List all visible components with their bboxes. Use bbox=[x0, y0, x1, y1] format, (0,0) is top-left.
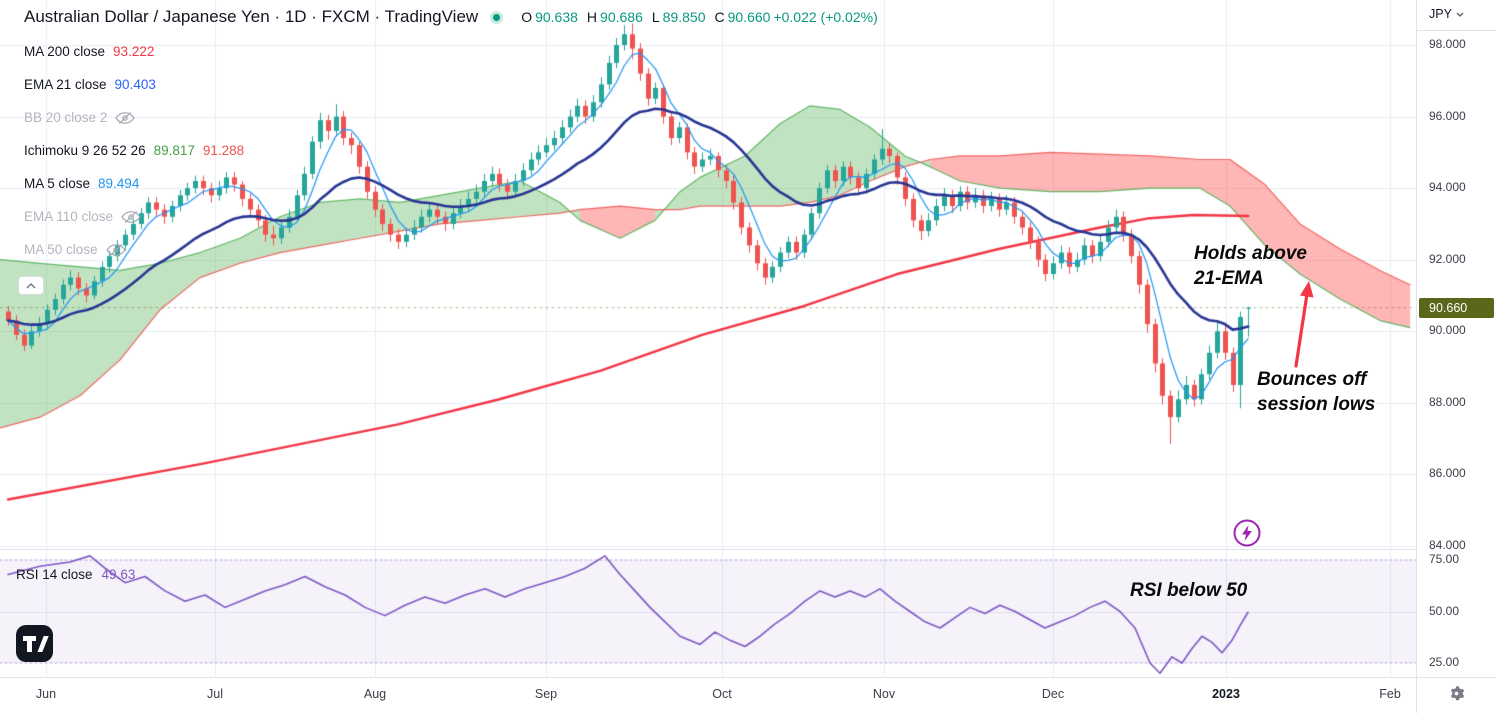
ohlc-change: +0.022 (+0.02%) bbox=[773, 9, 878, 25]
indicator-value: 93.222 bbox=[113, 44, 155, 59]
ohlc-open-label: O bbox=[521, 9, 533, 25]
time-axis-label-2023: 2023 bbox=[1212, 687, 1240, 701]
price-chart-canvas[interactable] bbox=[0, 0, 1416, 549]
time-axis-label-jul: Jul bbox=[207, 687, 223, 701]
legend-collapse-button[interactable] bbox=[18, 276, 44, 295]
indicator-row-ema-21[interactable]: EMA 21 close 90.403 bbox=[24, 68, 878, 101]
symbol-title[interactable]: Australian Dollar / Japanese Yen · 1D · … bbox=[24, 7, 479, 26]
time-axis-label-aug: Aug bbox=[363, 687, 387, 701]
indicator-row-ma-5[interactable]: MA 5 close 89.494 bbox=[24, 167, 878, 200]
price-tick-label: 88.000 bbox=[1429, 394, 1466, 409]
ohlc-low-label: L bbox=[651, 9, 660, 25]
indicator-label: BB 20 close 2 bbox=[24, 110, 108, 125]
rsi-chart-canvas[interactable] bbox=[0, 549, 1416, 677]
rsi-legend-value: 49.63 bbox=[101, 567, 136, 582]
chevron-up-icon bbox=[26, 282, 36, 289]
ohlc-high-label: H bbox=[586, 9, 598, 25]
indicator-legend-rows: MA 200 close 93.222 EMA 21 close 90.403 BB 2… bbox=[24, 35, 878, 266]
indicator-row-ma-50[interactable]: MA 50 close bbox=[24, 233, 878, 266]
indicator-value: 91.288 bbox=[202, 143, 245, 158]
price-tick-label: 98.000 bbox=[1429, 37, 1466, 51]
indicator-value: 90.403 bbox=[114, 77, 156, 92]
lightning-icon[interactable] bbox=[1232, 518, 1262, 548]
rsi-legend[interactable]: RSI 14 close 49.63 bbox=[16, 567, 135, 582]
price-axis[interactable]: JPY 90.660 98.000 96.000 94.000 92.000 90.00… bbox=[1417, 0, 1496, 677]
tradingview-logo[interactable] bbox=[16, 625, 53, 662]
price-tick-label: 84.000 bbox=[1429, 537, 1466, 552]
ohlc-readout: O 90.638 H 90.686 L 89.850 C 90.660 +0.022 (… bbox=[515, 9, 878, 25]
time-axis-label-nov: Nov bbox=[872, 687, 896, 701]
time-axis-label-sep: Sep bbox=[534, 687, 558, 701]
price-tick-label: 86.000 bbox=[1429, 466, 1466, 481]
pane-separator[interactable] bbox=[0, 549, 1496, 550]
indicator-label: MA 50 close bbox=[24, 242, 98, 257]
time-axis-label-dec: Dec bbox=[1041, 687, 1065, 701]
annotation-bounces-off-lows[interactable]: Bounces off session lows bbox=[1257, 369, 1376, 415]
annotation-holds-above-21ema[interactable]: Holds above 21-EMA bbox=[1194, 243, 1307, 289]
rsi-tick-label: 75.00 bbox=[1429, 552, 1460, 566]
market-status-dot bbox=[490, 10, 504, 24]
ohlc-low-value: 89.850 bbox=[662, 9, 706, 25]
eye-off-icon[interactable] bbox=[105, 243, 126, 257]
red-up-arrow-drawing[interactable] bbox=[1288, 278, 1328, 373]
price-tick-label: 96.000 bbox=[1429, 108, 1466, 123]
indicator-label: EMA 110 close bbox=[24, 209, 114, 224]
ohlc-open-value: 90.638 bbox=[535, 9, 578, 25]
time-axis-label-jun: Jun bbox=[35, 687, 57, 701]
ohlc-close-value: 90.660 bbox=[727, 9, 771, 25]
ohlc-close-label: C bbox=[714, 9, 725, 25]
indicator-value: 89.494 bbox=[98, 176, 140, 191]
indicator-label: Ichimoku 9 26 52 26 bbox=[24, 143, 146, 158]
price-tick-label: 94.000 bbox=[1429, 180, 1466, 195]
price-tick-label: 90.000 bbox=[1429, 323, 1466, 338]
last-price-label: 90.660 bbox=[1419, 297, 1494, 318]
chevron-down-icon bbox=[1456, 12, 1464, 17]
time-axis-label-feb: Feb bbox=[1379, 687, 1401, 701]
price-axis-separator bbox=[1416, 0, 1417, 713]
indicator-value: 89.817 bbox=[153, 143, 195, 158]
ohlc-high-value: 90.686 bbox=[600, 9, 643, 25]
indicator-label: EMA 21 close bbox=[24, 77, 107, 92]
time-axis[interactable]: Jun Jul Aug Sep Oct Nov Dec 2023 Feb bbox=[0, 677, 1496, 713]
price-axis-currency[interactable]: JPY bbox=[1429, 7, 1464, 21]
rsi-legend-label: RSI 14 close bbox=[16, 567, 93, 582]
axis-header-divider bbox=[1417, 30, 1496, 31]
gear-icon[interactable] bbox=[1448, 685, 1465, 702]
indicator-row-ichimoku[interactable]: Ichimoku 9 26 52 26 89.817 91.288 bbox=[24, 134, 878, 167]
chart-legend: Australian Dollar / Japanese Yen · 1D · … bbox=[24, 4, 878, 266]
indicator-row-bb-20[interactable]: BB 20 close 2 bbox=[24, 101, 878, 134]
indicator-label: MA 5 close bbox=[24, 176, 91, 191]
indicator-label: MA 200 close bbox=[24, 44, 106, 59]
eye-off-icon[interactable] bbox=[115, 111, 136, 125]
indicator-row-ema-110[interactable]: EMA 110 close bbox=[24, 200, 878, 233]
symbol-title-row: Australian Dollar / Japanese Yen · 1D · … bbox=[24, 4, 878, 30]
rsi-tick-label: 50.00 bbox=[1429, 603, 1460, 618]
eye-off-icon[interactable] bbox=[121, 210, 141, 224]
time-axis-label-oct: Oct bbox=[712, 687, 732, 701]
price-tick-label: 92.000 bbox=[1429, 251, 1466, 266]
rsi-tick-label: 25.00 bbox=[1429, 655, 1460, 669]
indicator-row-ma-200[interactable]: MA 200 close 93.222 bbox=[24, 35, 878, 68]
annotation-rsi-below-50[interactable]: RSI below 50 bbox=[1130, 580, 1248, 601]
